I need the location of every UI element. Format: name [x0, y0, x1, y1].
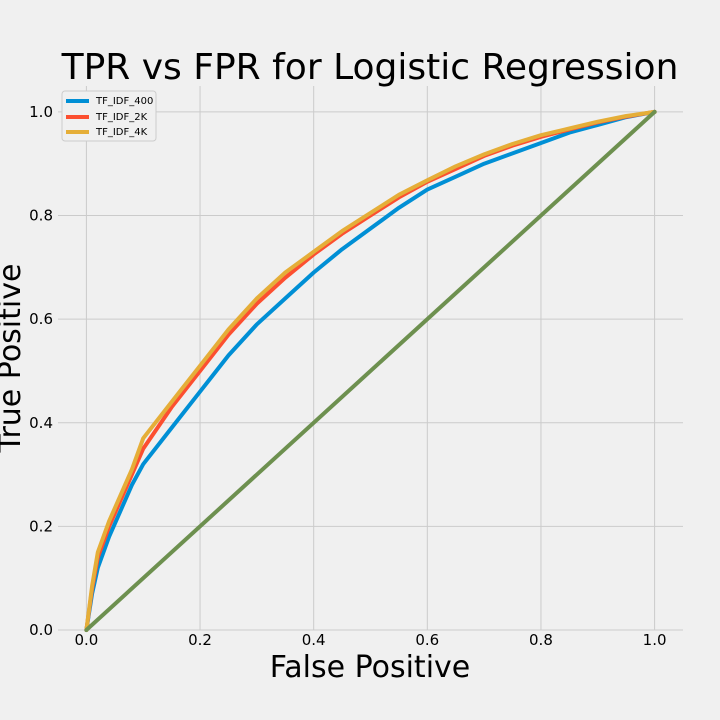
- x-tick-label: 0.6: [415, 631, 439, 649]
- legend-label-tf-idf-4k: TF_IDF_4K: [95, 127, 148, 138]
- x-tick-label: 0.0: [74, 631, 98, 649]
- legend-label-tf-idf-2k: TF_IDF_2K: [95, 112, 148, 123]
- y-tick-label: 0.6: [29, 310, 53, 328]
- legend-box: [61, 90, 157, 142]
- y-tick-label: 0.0: [29, 621, 53, 639]
- x-tick-label: 0.8: [529, 631, 553, 649]
- y-tick-label: 1.0: [29, 103, 53, 121]
- chart-title: TPR vs FPR for Logistic Regression: [61, 47, 679, 88]
- series-layer: [84, 109, 657, 632]
- y-tick-label: 0.4: [29, 414, 53, 432]
- x-axis-label: False Positive: [270, 650, 471, 685]
- legend-label-tf-idf-400: TF_IDF_400: [95, 96, 153, 107]
- y-tick-label: 0.2: [29, 517, 53, 535]
- x-tick-label: 1.0: [643, 631, 667, 649]
- y-tick-label: 0.8: [29, 207, 53, 225]
- tick-layer: 0.0 0.2 0.4 0.6 0.8 1.0 0.0 0.2 0.4 0.6 0.8 1.0: [29, 103, 666, 649]
- diagonal-reference-line: [84, 109, 657, 632]
- legend: TF_IDF_400 TF_IDF_2K TF_IDF_4K: [61, 90, 157, 142]
- x-tick-label: 0.2: [188, 631, 212, 649]
- roc-line-tf-idf-400: [84, 109, 657, 632]
- x-tick-label: 0.4: [302, 631, 326, 649]
- roc-line-tf-idf-4k: [84, 109, 657, 632]
- y-axis-label: True Positive: [0, 264, 28, 454]
